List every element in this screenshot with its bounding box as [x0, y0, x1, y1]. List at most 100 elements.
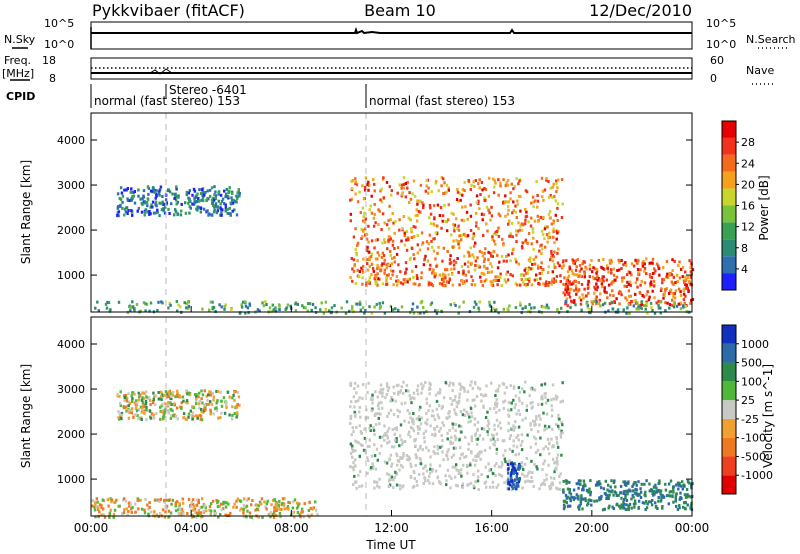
power-cell: [411, 302, 415, 306]
power-cell: [377, 253, 381, 257]
velocity-cell: [236, 413, 239, 417]
velocity-cell: [381, 435, 384, 439]
power-cell: [528, 277, 531, 281]
power-cell: [590, 300, 593, 304]
velocity-cell: [557, 427, 561, 431]
velocity-cell: [134, 510, 137, 514]
power-cell: [187, 306, 190, 310]
velocity-cell: [398, 390, 402, 394]
velocity-cell: [459, 471, 462, 475]
velocity-cell: [551, 483, 555, 487]
velocity-cell: [409, 397, 412, 401]
power-cell: [379, 268, 383, 272]
velocity-cell: [412, 429, 416, 433]
power-cell: [488, 211, 491, 215]
power-cell: [615, 275, 619, 279]
power-cell: [533, 219, 537, 223]
velocity-cell: [428, 471, 432, 475]
power-cell: [618, 302, 621, 306]
power-cell: [373, 305, 376, 309]
velocity-cell: [288, 501, 291, 505]
velocity-cell: [285, 507, 288, 511]
velocity-cell: [628, 502, 632, 506]
velocity-cell: [640, 482, 643, 486]
velocity-cell: [635, 483, 638, 487]
power-cell: [240, 305, 244, 309]
power-cell: [206, 196, 209, 200]
velocity-cell: [141, 403, 145, 407]
power-cell: [237, 188, 240, 192]
velocity-cell: [174, 502, 177, 506]
power-cell: [401, 227, 404, 231]
velocity-cell: [145, 395, 148, 399]
colorbar-tick-label: 24: [741, 157, 755, 170]
velocity-cell: [383, 433, 386, 437]
velocity-cell: [548, 487, 552, 491]
power-cell: [261, 301, 264, 305]
power-cell: [381, 251, 384, 255]
power-cell: [470, 275, 473, 279]
velocity-cell: [273, 498, 276, 502]
power-cell: [543, 227, 547, 231]
velocity-cell: [470, 439, 474, 443]
power-cell: [570, 287, 573, 291]
power-cell: [524, 189, 528, 193]
velocity-cell: [352, 483, 355, 486]
velocity-cell: [412, 412, 415, 415]
velocity-cell: [352, 430, 355, 434]
power-cell: [499, 276, 502, 279]
power-cell: [453, 302, 456, 305]
power-cell: [458, 283, 461, 287]
velocity-cell: [118, 504, 121, 508]
power-cell: [524, 305, 527, 309]
power-cell: [557, 247, 560, 251]
velocity-cell: [483, 481, 486, 485]
velocity-cell: [219, 416, 222, 420]
velocity-cell: [436, 447, 440, 451]
power-cell: [473, 185, 476, 188]
velocity-cell: [395, 437, 398, 440]
power-cell: [412, 179, 416, 183]
velocity-cell: [271, 512, 274, 516]
power-cell: [620, 267, 623, 270]
velocity-cell: [418, 427, 422, 431]
colorbar-tick-label: 8: [741, 242, 748, 255]
power-cell: [482, 234, 485, 237]
power-cell: [526, 271, 529, 275]
power-cell: [361, 206, 364, 210]
power-cell: [406, 278, 410, 282]
power-cell: [210, 198, 214, 202]
power-cell: [459, 198, 462, 202]
velocity-cell: [678, 497, 681, 501]
power-cell: [467, 251, 471, 255]
power-cell: [348, 309, 351, 313]
power-cell: [431, 245, 434, 249]
velocity-cell: [374, 423, 378, 427]
velocity-cell: [145, 408, 148, 412]
velocity-cell: [581, 485, 585, 489]
velocity-cell: [396, 459, 400, 462]
velocity-cell: [200, 397, 203, 401]
power-cell: [461, 278, 464, 282]
power-cell: [475, 194, 479, 198]
power-cell: [487, 250, 490, 254]
velocity-cell: [413, 484, 416, 488]
velocity-cell: [174, 414, 178, 418]
power-cell: [471, 237, 474, 241]
power-cell: [462, 271, 465, 275]
power-cell: [372, 224, 376, 228]
power-cell: [542, 233, 545, 237]
velocity-cell: [683, 493, 687, 497]
velocity-cell: [263, 500, 266, 504]
velocity-cell: [411, 417, 414, 421]
colorbar-tick-label: 28: [741, 136, 755, 149]
velocity-cell: [195, 503, 199, 507]
velocity-cell: [148, 505, 151, 509]
velocity-cell: [564, 499, 567, 503]
power-cell: [400, 305, 404, 309]
power-cell: [469, 246, 472, 250]
velocity-cell: [146, 503, 149, 507]
velocity-cell: [568, 480, 571, 484]
colorbar-swatch: [722, 239, 736, 257]
power-cell: [587, 291, 590, 295]
